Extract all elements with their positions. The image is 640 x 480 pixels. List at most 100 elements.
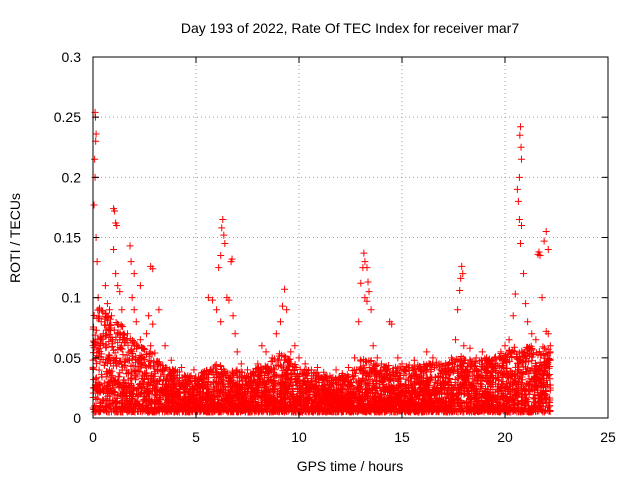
data-point — [361, 258, 369, 266]
data-point — [128, 294, 136, 302]
data-point — [272, 330, 280, 338]
data-point — [363, 381, 371, 389]
data-point — [229, 312, 237, 320]
data-point — [373, 362, 381, 370]
data-point — [129, 361, 137, 369]
data-point — [146, 348, 154, 356]
data-point — [521, 386, 529, 394]
data-point — [529, 394, 537, 402]
data-point — [114, 373, 122, 381]
data-point — [237, 368, 245, 376]
data-point — [136, 282, 144, 290]
data-point — [161, 342, 169, 350]
data-point — [119, 335, 127, 343]
data-point — [93, 360, 101, 368]
data-point — [287, 348, 295, 356]
data-point — [116, 288, 124, 296]
data-point — [528, 357, 536, 365]
data-point — [468, 360, 476, 368]
data-point — [258, 342, 266, 350]
data-point — [295, 354, 303, 362]
data-point — [460, 360, 468, 368]
data-point — [117, 322, 125, 330]
data-point — [126, 242, 134, 250]
data-point — [118, 306, 126, 314]
data-point — [521, 348, 529, 356]
data-point — [94, 346, 102, 354]
data-point — [105, 351, 113, 359]
data-point — [531, 365, 539, 373]
grid-lines — [93, 57, 608, 418]
data-point — [219, 386, 227, 394]
data-point — [442, 371, 450, 379]
data-point — [363, 264, 371, 272]
data-point — [199, 368, 207, 376]
data-point — [262, 348, 270, 356]
data-point — [279, 302, 287, 310]
data-point — [118, 360, 126, 368]
data-point — [217, 252, 225, 260]
data-point — [92, 130, 100, 138]
data-point — [213, 306, 221, 314]
data-point — [237, 360, 245, 368]
data-point — [93, 258, 101, 266]
data-point — [432, 386, 440, 394]
data-point — [369, 342, 377, 350]
data-point — [454, 384, 462, 392]
data-point — [419, 396, 427, 404]
data-point — [117, 344, 125, 352]
data-point — [364, 372, 372, 380]
data-point — [143, 330, 151, 338]
data-point — [542, 349, 550, 357]
data-point — [166, 387, 174, 395]
data-point — [213, 377, 221, 385]
data-point — [494, 391, 502, 399]
data-point — [373, 354, 381, 362]
data-point — [291, 342, 299, 350]
data-point — [114, 345, 122, 353]
data-point — [301, 360, 309, 368]
data-point — [282, 370, 290, 378]
data-point — [122, 395, 130, 403]
data-point — [348, 388, 356, 396]
data-point — [103, 300, 111, 308]
data-point — [537, 351, 545, 359]
data-point — [92, 326, 100, 334]
data-point — [441, 383, 449, 391]
data-point — [215, 264, 223, 272]
data-point — [90, 312, 98, 320]
data-point — [116, 369, 124, 377]
data-point — [130, 270, 138, 278]
data-point — [110, 246, 118, 254]
data-point — [151, 370, 159, 378]
data-point — [91, 155, 99, 163]
data-point — [283, 306, 291, 314]
data-point — [234, 381, 242, 389]
data-point — [121, 361, 129, 369]
data-point — [128, 350, 136, 358]
data-point — [136, 336, 144, 344]
data-point — [204, 385, 212, 393]
data-point — [136, 367, 144, 375]
data-point — [159, 367, 167, 375]
data-point — [145, 312, 153, 320]
data-point — [441, 393, 449, 401]
data-point — [339, 381, 347, 389]
data-point — [140, 378, 148, 386]
data-point — [231, 330, 239, 338]
data-point — [479, 361, 487, 369]
data-point — [467, 363, 475, 371]
data-point — [140, 345, 148, 353]
data-point — [366, 375, 374, 383]
data-point — [214, 391, 222, 399]
data-point — [517, 379, 525, 387]
data-point — [90, 344, 98, 352]
data-point — [130, 306, 138, 314]
data-point — [218, 224, 226, 232]
data-point — [546, 363, 554, 371]
data-point — [192, 376, 200, 384]
data-point — [147, 342, 155, 350]
data-point — [515, 375, 523, 383]
data-point — [217, 318, 225, 326]
